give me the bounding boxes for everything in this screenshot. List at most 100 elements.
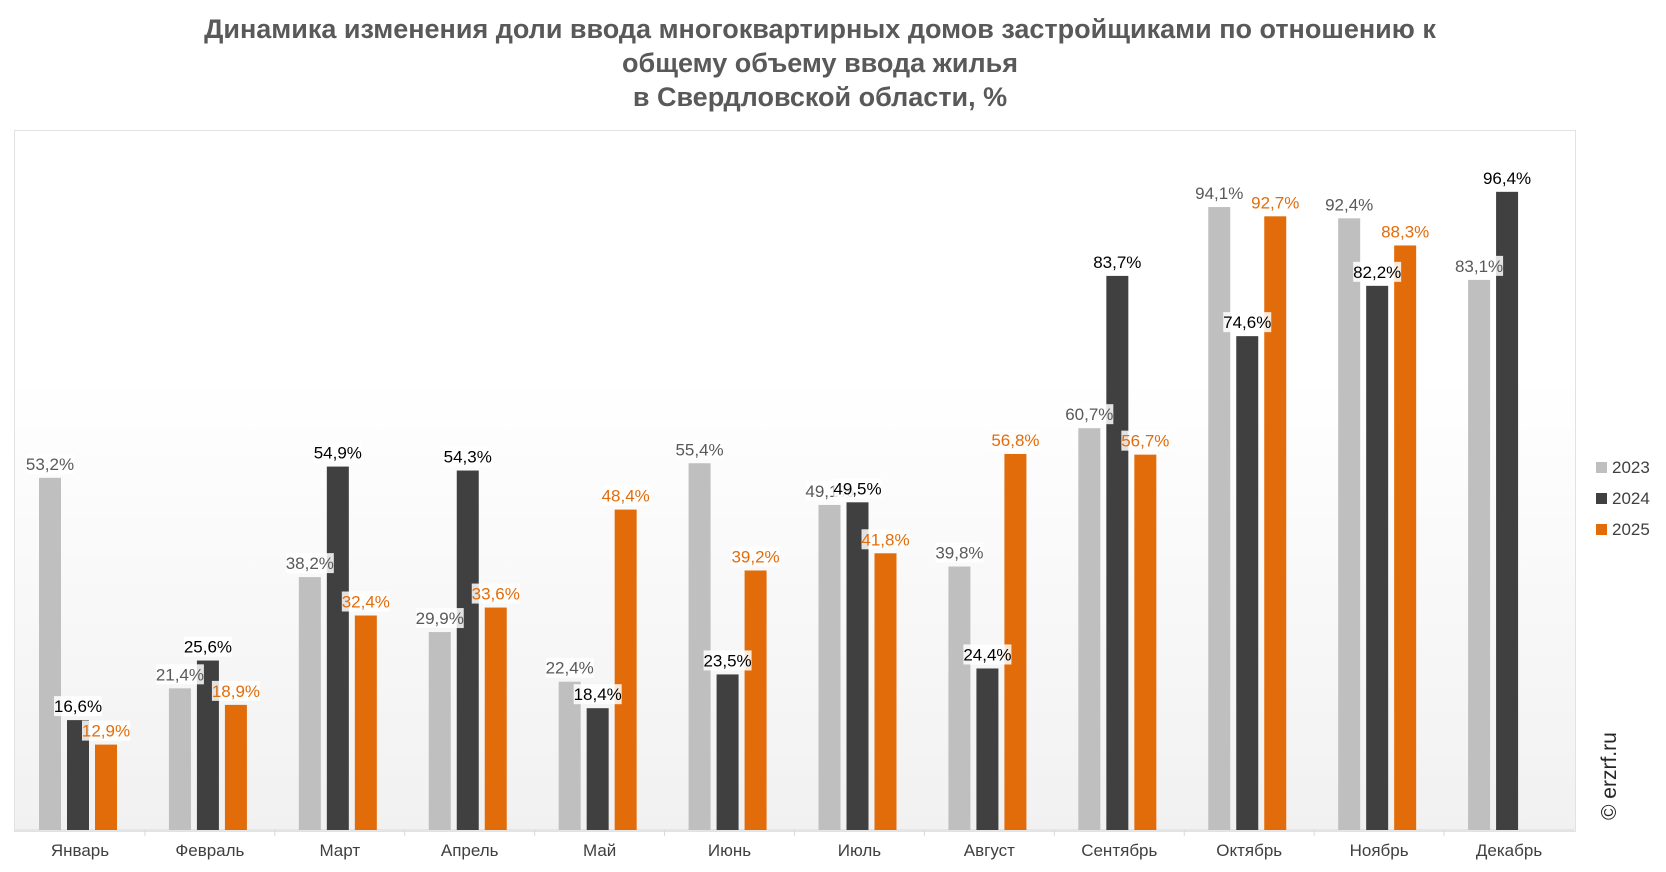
bar-2023	[1468, 279, 1491, 830]
legend-label-2025: 2025	[1612, 519, 1650, 539]
data-label-2023: 22,4%	[546, 659, 594, 678]
data-label-2023: 55,4%	[675, 440, 723, 459]
legend-label-2024: 2024	[1612, 488, 1650, 508]
data-label-2025: 41,8%	[861, 530, 909, 549]
data-label-2024: 74,6%	[1223, 313, 1271, 332]
x-tick-label: Октябрь	[1216, 841, 1282, 860]
data-label-bg	[443, 446, 492, 467]
bar-2025	[95, 744, 117, 830]
data-label-2023: 21,4%	[156, 665, 204, 684]
bar-2024	[326, 466, 349, 830]
data-label-2025: 12,9%	[82, 722, 130, 741]
data-label-bg	[991, 429, 1040, 450]
bar-2025	[1134, 454, 1157, 830]
data-label-bg	[601, 485, 650, 506]
data-label-bg	[1093, 251, 1142, 272]
x-tick-label: Август	[964, 841, 1015, 860]
data-label-2024: 23,5%	[703, 651, 751, 670]
bar-2024	[196, 660, 219, 830]
bar-2025	[744, 570, 767, 830]
data-label-2025: 92,7%	[1251, 193, 1299, 212]
data-label-2025: 48,4%	[602, 487, 650, 506]
data-label-bg	[54, 696, 102, 717]
data-label-bg	[82, 720, 130, 741]
legend-item-2024: 2024	[1596, 483, 1666, 514]
bar-2023	[1078, 428, 1101, 830]
data-label-bg	[731, 546, 780, 567]
bar-2025	[614, 509, 637, 830]
bar-2024	[1236, 336, 1259, 830]
chart-title: Динамика изменения доли ввода многокварт…	[0, 12, 1640, 114]
data-label-bg	[155, 664, 204, 685]
bar-2024	[456, 470, 479, 830]
data-label-bg	[833, 478, 882, 499]
data-label-bg	[963, 644, 1012, 665]
data-label-bg	[861, 529, 910, 550]
chart-title-line-2: общему объему ввода жилья	[622, 48, 1018, 78]
data-label-bg	[1121, 430, 1170, 451]
data-label-2023: 53,2%	[26, 455, 74, 474]
x-tick-label: Сентябрь	[1081, 841, 1157, 860]
data-label-bg	[703, 650, 752, 671]
legend-swatch-2025	[1596, 524, 1607, 535]
data-label-2023: 94,1%	[1195, 184, 1243, 203]
data-label-bg	[573, 684, 622, 705]
data-label-2023: 39,8%	[935, 544, 983, 563]
data-label-2024: 24,4%	[963, 645, 1011, 664]
bar-2023	[688, 463, 711, 830]
x-tick-label: Февраль	[175, 841, 244, 860]
data-label-bg	[1065, 404, 1114, 425]
bar-2024	[976, 668, 999, 830]
data-label-2025: 39,2%	[731, 547, 779, 566]
data-label-bg	[935, 542, 984, 563]
bar-2023	[818, 504, 841, 830]
data-label-bg	[341, 591, 390, 612]
bar-2025	[874, 553, 897, 830]
data-label-2025: 88,3%	[1381, 222, 1429, 241]
bar-2024	[586, 708, 609, 830]
bar-2023	[428, 632, 451, 830]
data-label-bg	[1483, 167, 1532, 188]
data-label-bg	[211, 680, 260, 701]
bar-2025	[354, 615, 377, 830]
data-label-bg	[313, 442, 362, 463]
data-label-2024: 54,9%	[314, 444, 362, 463]
data-label-2023: 60,7%	[1065, 405, 1113, 424]
data-label-bg	[1223, 312, 1272, 333]
chart-title-line-1: Динамика изменения доли ввода многокварт…	[204, 14, 1436, 44]
bar-2024	[1366, 285, 1389, 830]
bar-2023	[948, 566, 971, 830]
x-tick-label: Июнь	[708, 841, 751, 860]
data-label-2025: 32,4%	[342, 593, 390, 612]
bar-2025	[1004, 453, 1027, 830]
bar-2024	[67, 720, 89, 830]
legend-item-2023: 2023	[1596, 452, 1666, 483]
plot-area	[14, 130, 1576, 832]
data-label-bg	[285, 553, 334, 574]
legend-item-2025: 2025	[1596, 514, 1666, 545]
data-label-bg	[471, 583, 520, 604]
data-label-2025: 33,6%	[472, 585, 520, 604]
x-tick-label: Май	[583, 841, 616, 860]
data-label-2023: 29,9%	[416, 609, 464, 628]
bar-2025	[484, 607, 507, 830]
watermark: © erzrf.ru	[1598, 732, 1621, 820]
data-label-bg	[415, 608, 464, 629]
x-tick-label: Июль	[838, 841, 882, 860]
data-label-2023: 92,4%	[1325, 195, 1373, 214]
data-label-2024: 54,3%	[444, 448, 492, 467]
data-label-2024: 16,6%	[54, 697, 102, 716]
bar-2023	[298, 577, 321, 830]
bar-2023	[558, 681, 581, 830]
bar-2023	[1208, 207, 1231, 831]
data-label-bg	[183, 636, 232, 657]
data-label-bg	[675, 439, 724, 460]
data-label-2024: 82,2%	[1353, 263, 1401, 282]
data-label-bg	[1251, 192, 1300, 213]
chart-title-line-3: в Свердловской области, %	[632, 82, 1008, 112]
bar-2024	[716, 674, 739, 830]
bar-2024	[1106, 275, 1129, 830]
data-label-2024: 18,4%	[574, 685, 622, 704]
legend-label-2023: 2023	[1612, 457, 1650, 477]
